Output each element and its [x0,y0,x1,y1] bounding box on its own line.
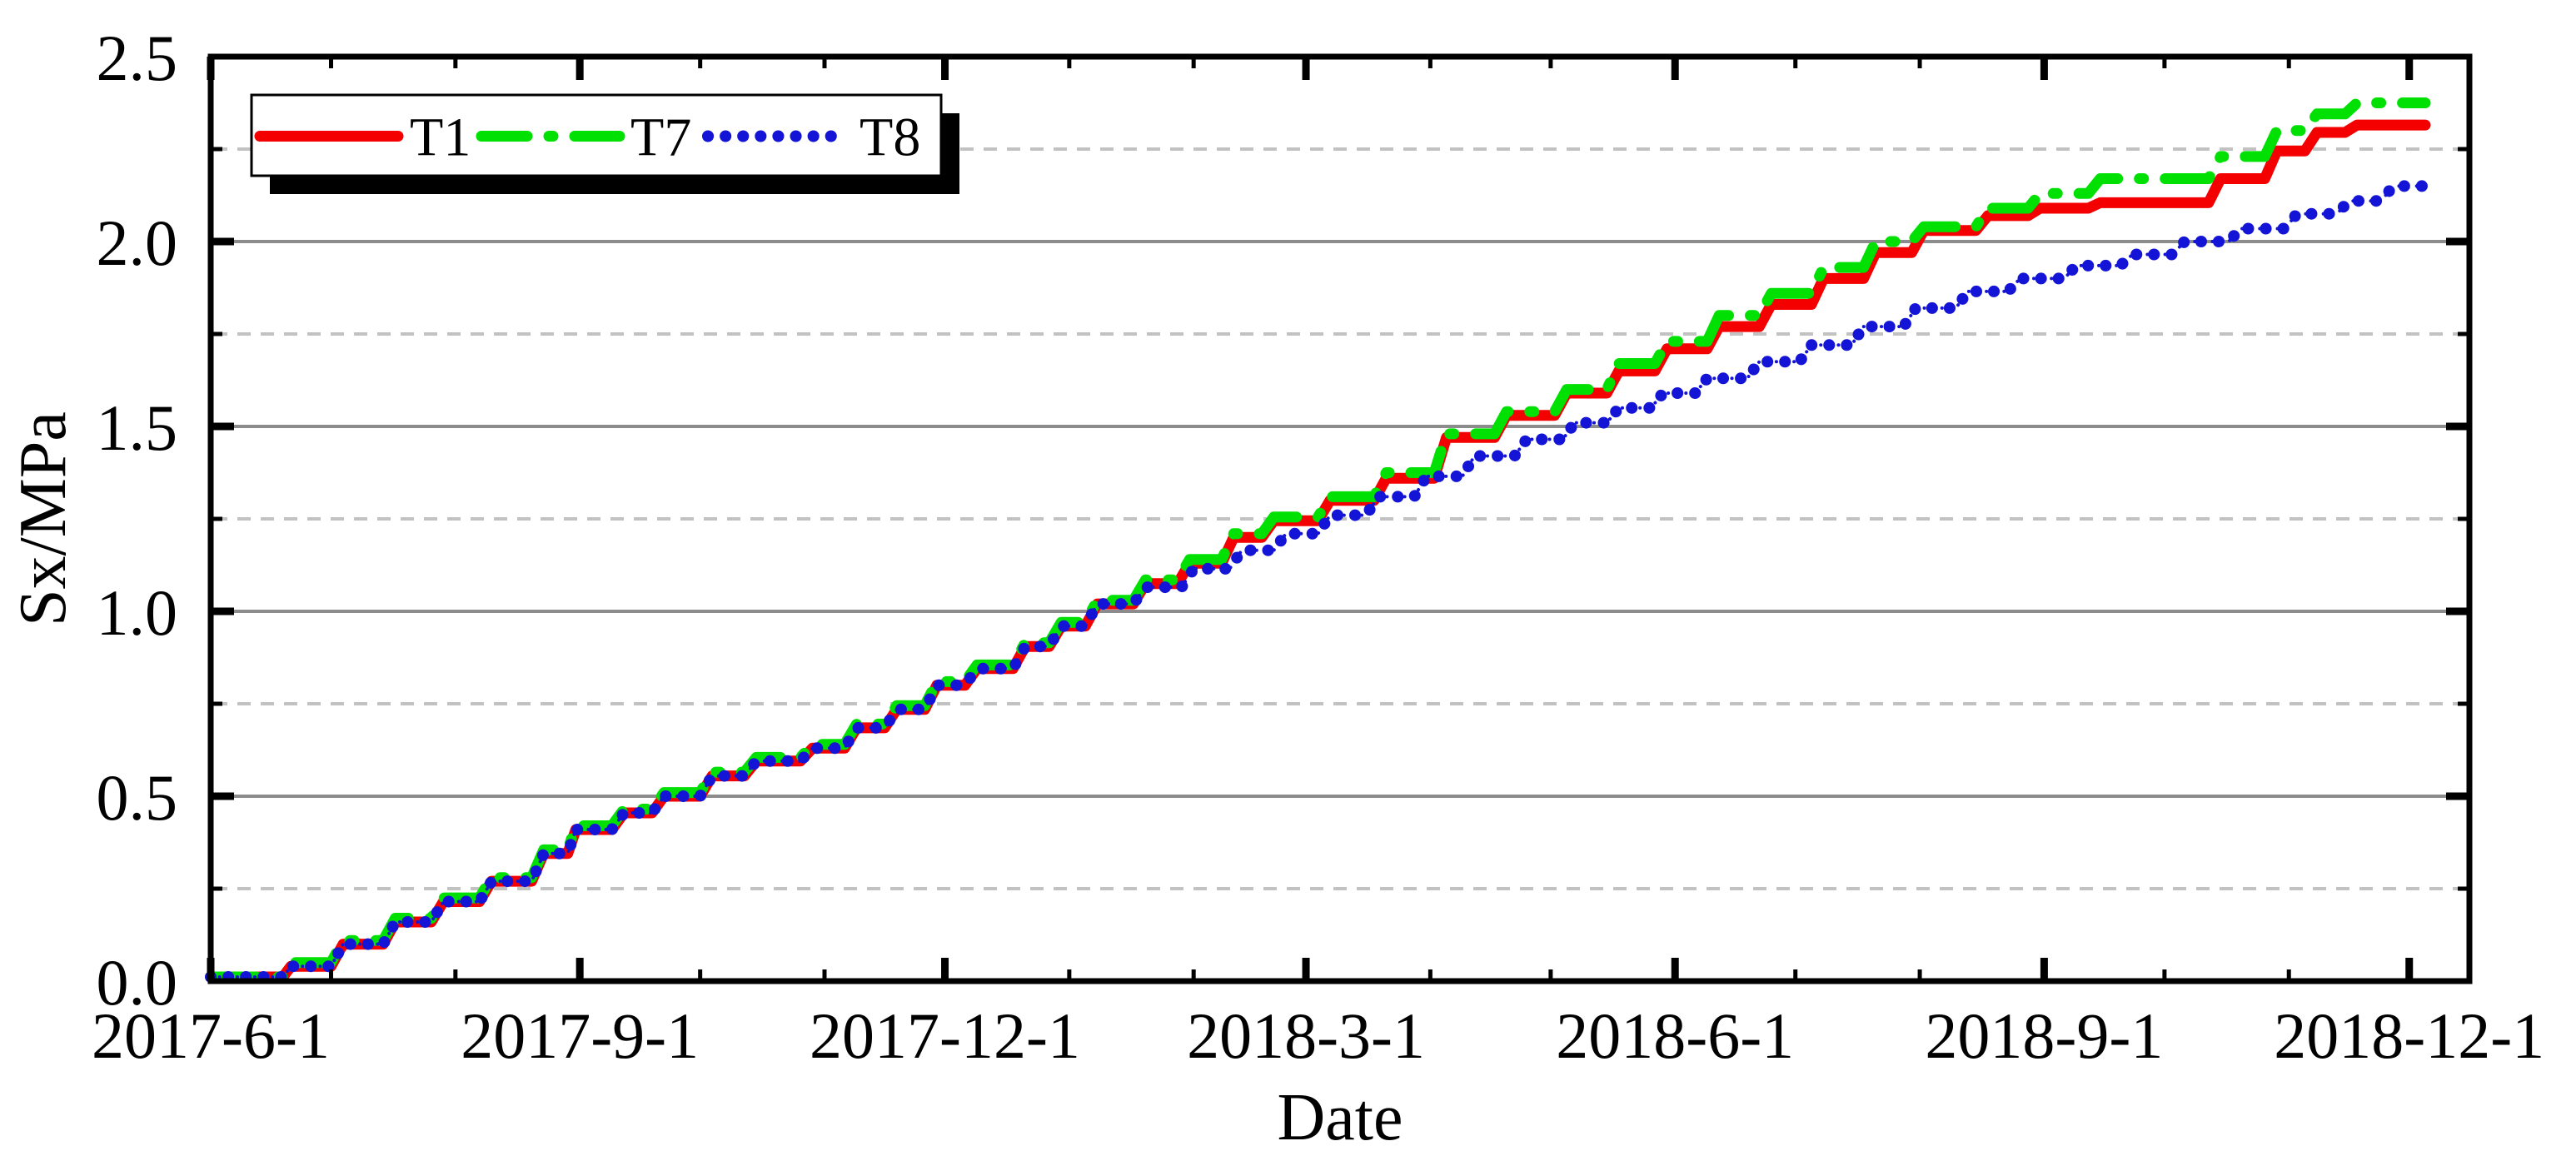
x-tick-label: 2018-9-1 [1925,999,2163,1072]
legend-label-T8: T8 [859,107,920,168]
legend-label-T7: T7 [630,107,691,168]
x-axis-title: Date [1277,1081,1403,1154]
y-tick-label: 2.5 [97,22,178,94]
y-tick-label: 0.5 [97,761,178,834]
x-tick-label: 2018-6-1 [1556,999,1794,1072]
series-line-T8 [205,180,2431,983]
y-tick-label: 1.0 [97,576,178,649]
legend-label-T1: T1 [410,107,471,168]
x-tick-label: 2018-3-1 [1187,999,1425,1072]
x-tick-label: 2017-12-1 [810,999,1080,1072]
x-tick-label: 2018-12-1 [2274,999,2544,1072]
x-tick-label: 2017-9-1 [461,999,699,1072]
y-tick-label: 2.0 [97,207,178,279]
y-tick-label: 1.5 [97,391,178,464]
y-axis-title: Sx/MPa [7,411,80,626]
series-line-T7 [205,97,2431,983]
x-tick-label: 2017-6-1 [92,999,330,1072]
y-tick-label: 0.0 [97,946,178,1019]
